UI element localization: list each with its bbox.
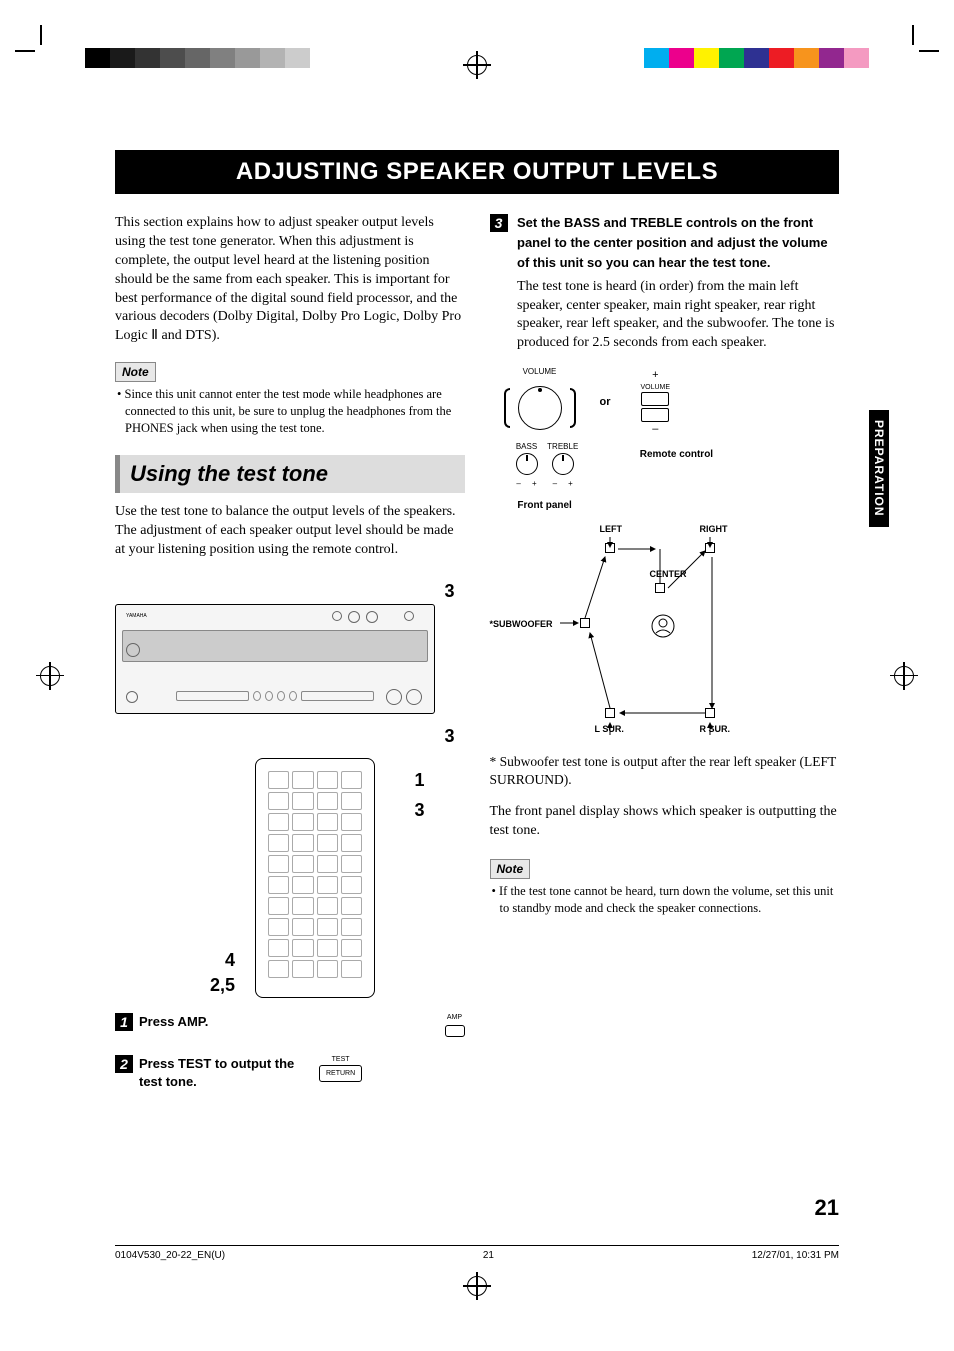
step-3-bold: Set the BASS and TREBLE controls on the … bbox=[517, 215, 828, 270]
registration-mark bbox=[894, 666, 914, 686]
remote-illustration bbox=[255, 758, 375, 998]
step-2-text: Press TEST to output the test tone. bbox=[139, 1055, 319, 1090]
speaker-flow-diagram: LEFT RIGHT CENTER *SUBWOOFER L SUR. R SU… bbox=[520, 523, 780, 743]
registration-mark bbox=[467, 55, 487, 75]
or-label: or bbox=[600, 395, 611, 410]
section-intro: Use the test tone to balance the output … bbox=[115, 503, 465, 560]
volume-label: VOLUME bbox=[510, 367, 570, 378]
step-1: 1 Press AMP. AMP bbox=[115, 1013, 465, 1041]
front-panel-illustration: YAMAHA bbox=[115, 604, 435, 714]
footer-page: 21 bbox=[483, 1250, 494, 1261]
crop-mark bbox=[894, 50, 914, 70]
volume-controls-diagram: VOLUME or + VOLUME – bbox=[510, 367, 840, 438]
display-note: The front panel display shows which spea… bbox=[490, 803, 840, 841]
callout-3-top: 3 bbox=[115, 579, 465, 603]
grayscale-bar bbox=[85, 48, 310, 68]
intro-text: This section explains how to adjust spea… bbox=[115, 214, 465, 346]
step-1-text: Press AMP. bbox=[139, 1013, 445, 1031]
note-1: • Since this unit cannot enter the test … bbox=[115, 386, 465, 437]
subwoofer-note: * Subwoofer test tone is output after th… bbox=[490, 753, 840, 789]
page-number: 21 bbox=[815, 1195, 839, 1221]
step-num-3: 3 bbox=[490, 214, 508, 232]
note-2: • If the test tone cannot be heard, turn… bbox=[490, 883, 840, 917]
note-label-2: Note bbox=[490, 859, 531, 879]
left-column: This section explains how to adjust spea… bbox=[115, 214, 465, 1104]
right-column: 3 Set the BASS and TREBLE controls on th… bbox=[490, 214, 840, 1104]
treble-knob-icon bbox=[552, 453, 574, 475]
step-3: 3 Set the BASS and TREBLE controls on th… bbox=[490, 214, 840, 353]
footer-date: 12/27/01, 10:31 PM bbox=[752, 1250, 839, 1261]
callout-1: 1 bbox=[414, 768, 424, 792]
treble-label: TREBLE bbox=[547, 442, 578, 451]
bass-label: BASS bbox=[516, 442, 537, 451]
callout-3: 3 bbox=[414, 798, 424, 822]
color-bar bbox=[644, 48, 869, 68]
amp-button-icon bbox=[445, 1025, 465, 1037]
section-heading: Using the test tone bbox=[115, 455, 465, 493]
step-num-2: 2 bbox=[115, 1055, 133, 1073]
registration-mark bbox=[40, 666, 60, 686]
callout-4: 4 bbox=[225, 948, 235, 972]
remote-control-label: Remote control bbox=[640, 448, 713, 513]
side-tab: PREPARATION bbox=[869, 410, 889, 527]
bass-knob-icon bbox=[516, 453, 538, 475]
test-return-button-icon: RETURN bbox=[319, 1065, 362, 1082]
note-label: Note bbox=[115, 362, 156, 382]
registration-mark bbox=[467, 1276, 487, 1296]
volume-buttons-icon bbox=[641, 392, 671, 422]
crop-mark bbox=[40, 50, 60, 70]
callout-25: 2,5 bbox=[210, 973, 235, 997]
step-2: 2 Press TEST to output the test tone. TE… bbox=[115, 1055, 465, 1090]
volume-knob-icon bbox=[510, 378, 570, 438]
footer-file: 0104V530_20-22_EN(U) bbox=[115, 1250, 225, 1261]
front-panel-label: Front panel bbox=[510, 499, 580, 513]
front-panel-diagram: 3 YAMAHA bbox=[115, 579, 465, 998]
step-num-1: 1 bbox=[115, 1013, 133, 1031]
callout-3-bottom: 3 bbox=[115, 724, 465, 748]
step-3-plain: The test tone is heard (in order) from t… bbox=[517, 278, 837, 354]
page-content: ADJUSTING SPEAKER OUTPUT LEVELS PREPARAT… bbox=[115, 150, 839, 1221]
page-title: ADJUSTING SPEAKER OUTPUT LEVELS bbox=[115, 150, 839, 194]
footer: 0104V530_20-22_EN(U) 21 12/27/01, 10:31 … bbox=[115, 1245, 839, 1261]
